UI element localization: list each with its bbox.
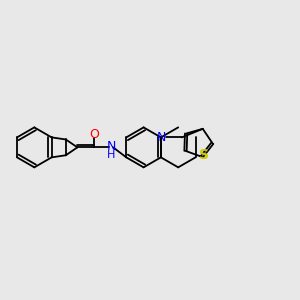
Text: N: N [157,131,166,144]
Text: S: S [199,148,209,162]
Text: N: N [106,140,116,153]
Text: H: H [107,150,115,160]
Text: O: O [89,128,99,141]
